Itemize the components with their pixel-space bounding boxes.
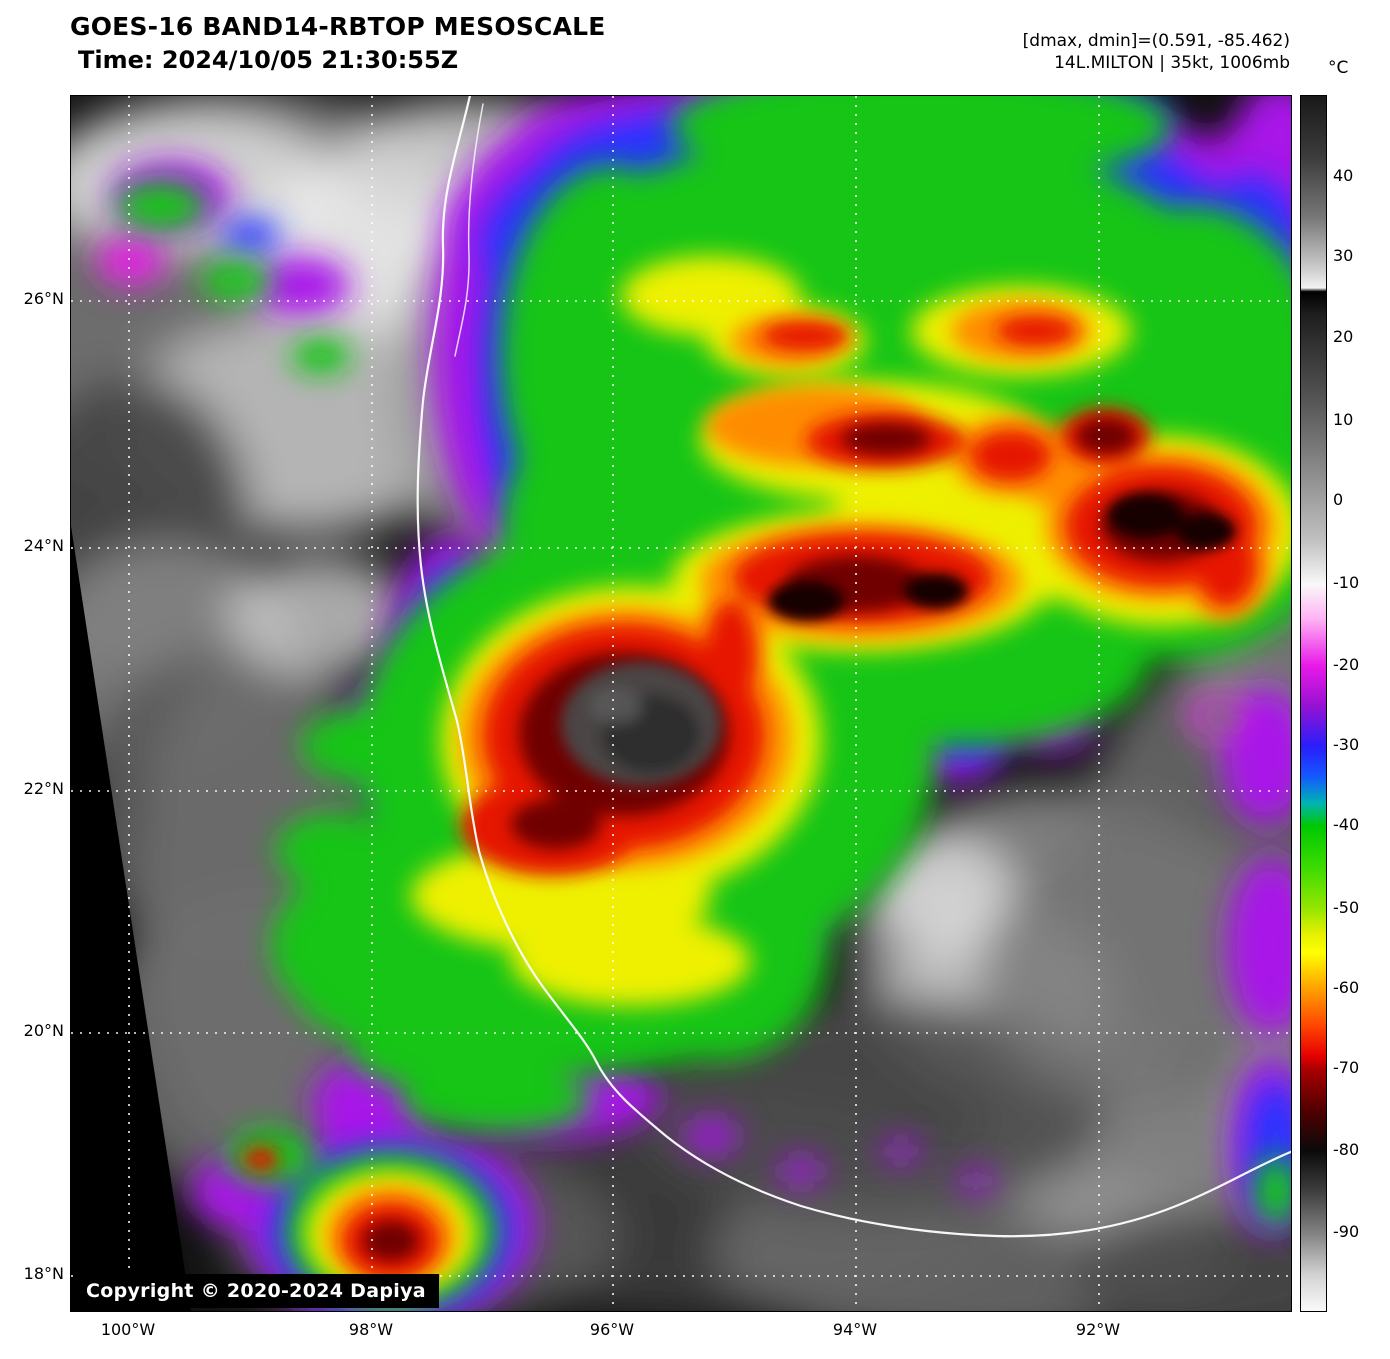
storm-readout: 14L.MILTON | 35kt, 1006mb (1054, 53, 1290, 73)
hurricane-eye (561, 662, 721, 786)
colorbar-tick: -80 (1333, 1140, 1360, 1159)
colorbar-tick: -50 (1333, 898, 1360, 917)
lon-label: 96°W (589, 1320, 635, 1339)
dmax-dmin-readout: [dmax, dmin]=(0.591, -85.462) (1022, 31, 1290, 51)
lat-label: 20°N (23, 1021, 64, 1040)
colorbar-ticks: 40 30 20 10 0 -10 -20 -30 -40 -50 -60 -7… (1333, 95, 1389, 1310)
colorbar-tick: 20 (1333, 327, 1354, 346)
app-title: GOES-16 BAND14-RBTOP MESOSCALE (70, 12, 606, 41)
lat-label: 26°N (23, 289, 64, 308)
no-data-wedge (71, 526, 191, 1311)
temperature-unit-label: °C (1328, 58, 1349, 78)
lat-label: 18°N (23, 1264, 64, 1283)
coldest-spot-layer (768, 494, 1236, 621)
colorbar-tick: -70 (1333, 1058, 1360, 1077)
readouts: [dmax, dmin]=(0.591, -85.462) 14L.MILTON… (1023, 30, 1290, 74)
lon-label: 100°W (100, 1320, 156, 1339)
satellite-imagery (71, 96, 1291, 1311)
coastline (416, 96, 1291, 1238)
colorbar-tick: -20 (1333, 655, 1360, 674)
colorbar-tick: 40 (1333, 166, 1354, 185)
colorbar-tick: -90 (1333, 1222, 1360, 1241)
colorbar-tick: 10 (1333, 410, 1354, 429)
colorbar-tick: -40 (1333, 815, 1360, 834)
map-canvas: Copyright © 2020-2024 Dapiya (70, 95, 1292, 1312)
timestamp: Time: 2024/10/05 21:30:55Z (78, 46, 459, 74)
colorbar-tick: -10 (1333, 573, 1360, 592)
copyright-badge: Copyright © 2020-2024 Dapiya (73, 1274, 439, 1308)
colorbar-tick: 30 (1333, 246, 1354, 265)
lon-label: 94°W (832, 1320, 878, 1339)
colorbar (1300, 95, 1327, 1312)
lon-label: 92°W (1075, 1320, 1121, 1339)
lon-label: 98°W (348, 1320, 394, 1339)
colorbar-tick: 0 (1333, 490, 1344, 509)
colorbar-tick: -30 (1333, 735, 1360, 754)
colorbar-tick: -60 (1333, 978, 1360, 997)
lat-label: 22°N (23, 779, 64, 798)
lat-label: 24°N (23, 536, 64, 555)
